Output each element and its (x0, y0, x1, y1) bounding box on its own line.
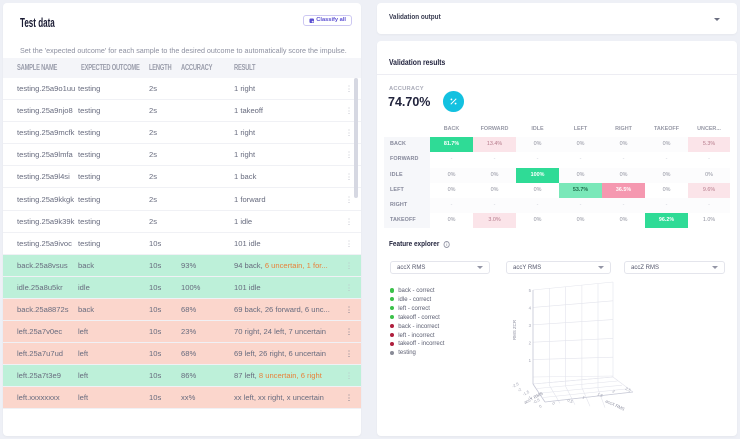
svg-text:3: 3 (529, 323, 532, 328)
svg-text:2: 2 (529, 341, 532, 346)
svg-text:0: 0 (538, 403, 543, 409)
svg-text:RMS ZCR: RMS ZCR (512, 320, 517, 340)
svg-text:4: 4 (529, 306, 532, 311)
svg-text:5: 5 (529, 288, 532, 293)
svg-text:1: 1 (529, 358, 532, 363)
svg-text:accX RMS: accX RMS (605, 398, 626, 411)
svg-text:0: 0 (552, 400, 557, 406)
